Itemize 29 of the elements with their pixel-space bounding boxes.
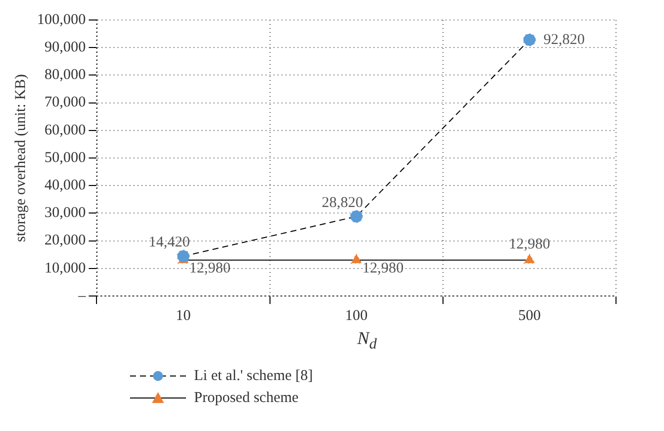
data-label: 14,420 <box>148 234 190 251</box>
legend-label: Proposed scheme <box>194 390 299 406</box>
x-tick-label: 10 <box>176 308 191 324</box>
y-tick-label: 100,000 <box>37 12 86 28</box>
point <box>524 254 536 264</box>
y-tick-label: 10,000 <box>44 260 86 276</box>
y-tick-label: 30,000 <box>44 205 86 222</box>
data-label: 92,820 <box>543 32 585 48</box>
y-tick-label: 60,000 <box>44 122 86 138</box>
x-tick-label: 100 <box>345 308 368 324</box>
x-axis-title: N$_{d}$ <box>356 328 378 354</box>
point <box>350 210 363 223</box>
y-tick-label: 40,000 <box>44 178 86 194</box>
data-label: 12,980 <box>189 260 231 277</box>
data-label: 12,980 <box>362 260 404 277</box>
point <box>522 33 536 46</box>
y-tick-label: 70,000 <box>44 94 86 111</box>
y-tick-label: 50,000 <box>44 150 86 166</box>
y-tick-label: 20,000 <box>44 232 86 249</box>
x-tick-label: 500 <box>518 308 541 324</box>
y-tick-label: – <box>77 288 86 304</box>
point <box>176 250 190 263</box>
data-label: 12,980 <box>508 236 550 253</box>
y-tick-label: 80,000 <box>44 67 86 84</box>
y-tick-label: 90,000 <box>44 40 86 56</box>
y-axis-title: storage overhead (unit: KB) <box>12 74 29 242</box>
legend-label: Li et al.' scheme [8] <box>194 368 313 384</box>
point <box>350 254 362 264</box>
data-label: 28,820 <box>322 194 363 211</box>
